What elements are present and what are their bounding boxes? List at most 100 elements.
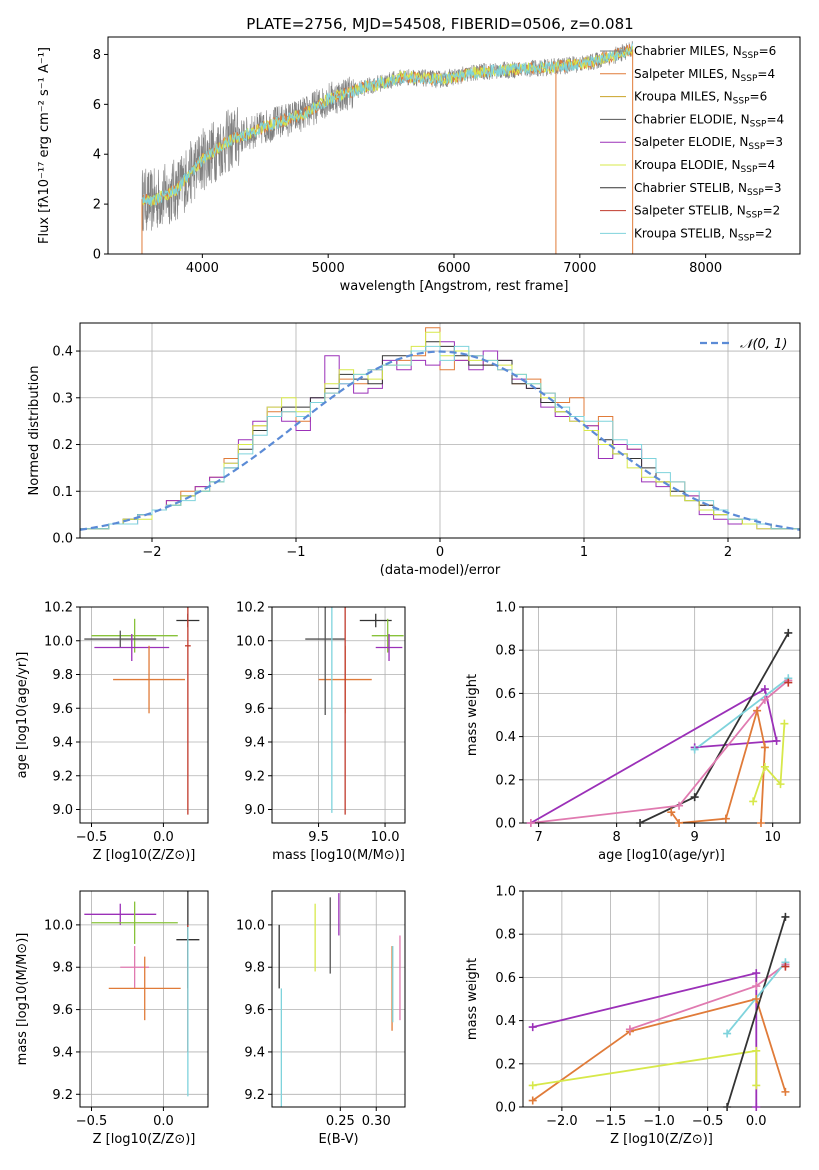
y-tick-label: 2 — [93, 198, 101, 213]
y-tick-label: 0.2 — [52, 438, 73, 453]
data-point-marker — [772, 736, 781, 745]
x-tick-label: −0.5 — [76, 1114, 108, 1129]
panel-5: 7 8 9 10 0.0 0.2 0.4 0.6 0.8 1.0 age [log10(age/yr… — [465, 601, 801, 863]
data-point-marker — [784, 628, 793, 637]
y-axis-label: mass weight — [465, 674, 480, 756]
x-tick-label: 2 — [724, 545, 732, 560]
plot-area — [141, 41, 634, 254]
x-tick-label: −1.5 — [595, 1114, 627, 1129]
y-axis-label: mass weight — [465, 958, 480, 1040]
y-tick-label: 9.8 — [244, 961, 265, 976]
y-tick-label: 9.0 — [52, 803, 73, 818]
panel-7: 0.25 0.30 9.2 9.4 9.6 9.8 10.0 E(B-V) — [236, 890, 406, 1147]
data-point-marker — [776, 780, 785, 789]
y-tick-label: 9.8 — [52, 961, 73, 976]
x-tick-label: −2 — [142, 545, 161, 560]
y-tick-label: 0.0 — [495, 817, 516, 832]
y-axis-label: age [log10(age/yr)] — [15, 652, 30, 779]
y-tick-label: 10.0 — [44, 634, 73, 649]
y-tick-label: 0.8 — [495, 644, 516, 659]
data-point-marker — [526, 819, 535, 827]
x-tick-label: −1 — [286, 545, 305, 560]
y-tick-label: 0.4 — [495, 1014, 516, 1029]
y-tick-label: 0 — [93, 248, 101, 263]
data-point-marker — [760, 762, 769, 771]
y-tick-label: 10.2 — [44, 601, 73, 616]
y-tick-label: 0.8 — [495, 928, 516, 943]
data-point-marker — [528, 1081, 537, 1090]
data-point-marker — [781, 962, 790, 971]
x-tick-label: 0.25 — [326, 1114, 355, 1129]
x-tick-label: 10.0 — [371, 830, 400, 845]
data-point-marker — [675, 801, 684, 810]
y-tick-label: 9.2 — [244, 769, 265, 784]
axes-frame — [522, 890, 801, 1108]
x-axis-label: Z [log10(Z/Z⊙)] — [93, 848, 196, 863]
y-tick-label: 0.3 — [52, 391, 73, 406]
axes-frame — [79, 890, 209, 1108]
panel-8: −2.0 −1.5 −1.0 −0.5 0.0 0.0 0.2 0.4 0.6 0.8 1.0 Z [… — [465, 885, 801, 1147]
mass-weight-line-chabrier_stelib — [726, 916, 787, 1107]
mass-weight-line-salpeter_elodie — [532, 971, 758, 1107]
y-tick-label: 9.8 — [52, 668, 73, 683]
x-tick-label: −0.5 — [692, 1114, 724, 1129]
data-point-marker — [690, 745, 699, 754]
panel-2: −2 −1 0 1 2 0.0 0.1 0.2 0.3 0.4 (data-model)/error… — [27, 322, 801, 578]
panel-1: 4000 5000 6000 7000 8000 0 2 4 6 8 wavelength [Ang… — [37, 36, 801, 294]
x-axis-label: E(B-V) — [318, 1132, 358, 1147]
data-point-marker — [760, 695, 769, 704]
legend-entry: Chabrier STELIB, NSSP=3 — [634, 181, 782, 198]
data-point-marker — [749, 797, 758, 806]
legend-entry: 𝒩(0, 1) — [740, 337, 787, 352]
x-tick-label: 5000 — [312, 261, 345, 276]
y-tick-label: 0.0 — [52, 532, 73, 547]
y-tick-label: 1.0 — [495, 885, 516, 900]
data-point-marker — [721, 814, 730, 823]
x-tick-label: 0.30 — [362, 1114, 391, 1129]
legend-entry: Salpeter MILES, NSSP=4 — [634, 67, 775, 84]
y-tick-label: 9.2 — [52, 1088, 73, 1103]
plot-area — [80, 327, 800, 531]
y-tick-label: 0.0 — [495, 1101, 516, 1116]
axes-frame — [271, 890, 406, 1108]
legend-entry: Kroupa ELODIE, NSSP=4 — [634, 158, 775, 175]
mass-weight-line-kroupa_stelib — [694, 677, 789, 751]
data-point-marker — [723, 1029, 732, 1038]
y-tick-label: 1.0 — [495, 601, 516, 616]
mass-weight-line-kroupa_elodie — [752, 723, 786, 802]
x-tick-label: 8000 — [689, 261, 722, 276]
y-tick-label: 9.8 — [244, 668, 265, 683]
x-tick-label: 9 — [691, 830, 699, 845]
x-axis-label: Z [log10(Z/Z⊙)] — [610, 1132, 713, 1147]
data-point-marker — [723, 1103, 732, 1111]
x-tick-label: 0.0 — [746, 1114, 767, 1129]
plot-area — [84, 891, 200, 1097]
x-axis-label: mass [log10(M/M⊙)] — [272, 848, 405, 863]
data-point-marker — [690, 793, 699, 802]
data-point-marker — [752, 969, 761, 978]
y-tick-label: 9.6 — [52, 1003, 73, 1018]
normal-curve — [80, 350, 800, 531]
data-point-marker — [752, 1046, 761, 1055]
y-axis-label: Normed distribution — [27, 366, 42, 496]
data-point-marker — [760, 743, 769, 752]
data-point-marker — [752, 995, 761, 1003]
data-point-marker — [636, 819, 645, 827]
mass-weight-line-kroupa_elodie — [532, 1049, 758, 1087]
data-point-marker — [667, 808, 676, 817]
plot-area — [530, 632, 790, 823]
legend-entry: Kroupa MILES, NSSP=6 — [634, 90, 767, 107]
data-point-marker — [753, 706, 762, 715]
panel-4: 9.5 10.0 9.0 9.2 9.4 9.6 9.8 10.0 10.2 mass [log1… — [236, 601, 406, 863]
y-tick-label: 9.2 — [52, 769, 73, 784]
x-tick-label: −2.0 — [546, 1114, 578, 1129]
y-tick-label: 0.6 — [495, 687, 516, 702]
axes-frame — [271, 606, 406, 824]
x-axis-label: wavelength [Angstrom, rest frame] — [340, 279, 569, 294]
y-tick-label: 4 — [93, 148, 101, 163]
y-tick-label: 9.2 — [244, 1088, 265, 1103]
y-tick-label: 0.4 — [495, 730, 516, 745]
legend-entry: Chabrier ELODIE, NSSP=4 — [634, 112, 784, 129]
panel-6: −0.5 0.0 9.2 9.4 9.6 9.8 10.0 Z [log10(Z/Z⊙)] ma… — [15, 890, 209, 1147]
